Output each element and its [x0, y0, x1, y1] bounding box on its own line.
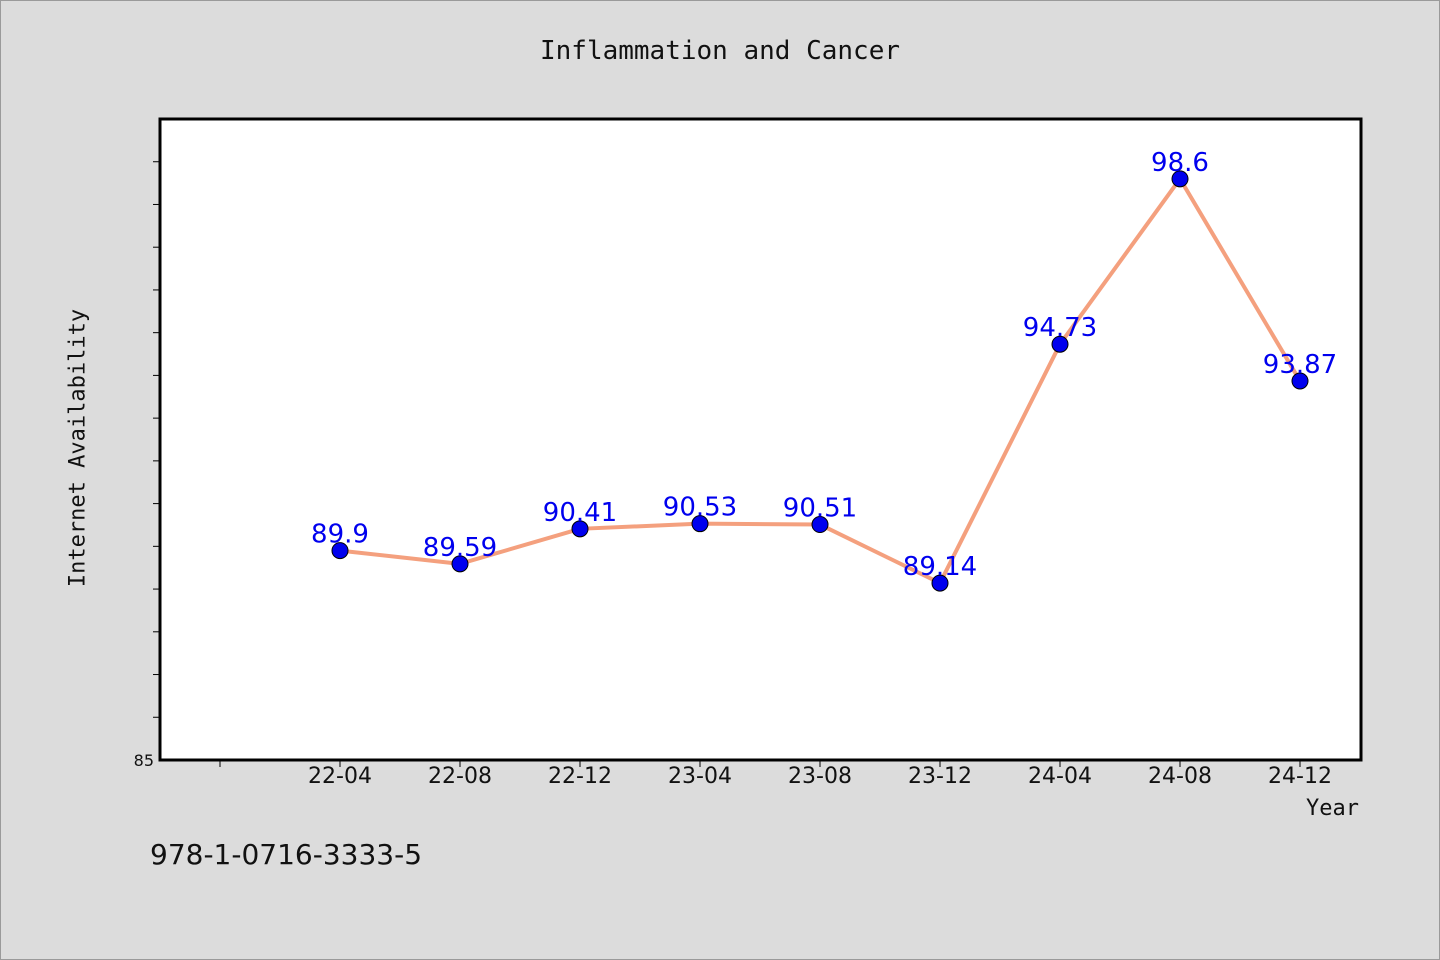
data-labels-group: 89.9 89.59 90.41 90.53 90.51 89.14 94.73 98.6 93…	[311, 148, 1337, 582]
data-label: 90.51	[783, 494, 857, 524]
data-point	[451, 555, 469, 573]
data-point	[331, 542, 349, 560]
chart-title: Inflammation and Cancer	[539, 36, 901, 66]
x-axis-ticks: 22-04 22-08 22-12 23-04 23-08 23-12 24-04 24-08…	[219, 760, 1332, 789]
data-point	[1051, 335, 1069, 353]
data-point	[1171, 170, 1189, 188]
data-point	[811, 516, 829, 534]
data-point	[691, 515, 709, 533]
x-tick-label: 22-04	[308, 764, 372, 789]
y-axis-ticks: 85	[134, 161, 160, 770]
x-tick-label: 22-12	[548, 764, 612, 789]
data-label: 93.87	[1263, 350, 1337, 380]
data-label: 89.59	[423, 533, 497, 563]
data-point	[931, 574, 949, 592]
data-label: 90.53	[663, 493, 737, 523]
data-label: 94.73	[1023, 313, 1097, 343]
x-axis-label: Year	[1306, 796, 1359, 821]
data-label: 98.6	[1151, 148, 1209, 178]
plot-area	[158, 117, 1363, 762]
y-axis-label: Internet Availability	[65, 308, 91, 588]
x-tick-label: 24-12	[1268, 764, 1332, 789]
data-label: 90.41	[543, 498, 617, 528]
x-tick-label: 24-08	[1148, 764, 1212, 789]
x-tick-label: 22-08	[428, 764, 492, 789]
data-point	[1291, 372, 1309, 390]
x-tick-label: 23-04	[668, 764, 732, 789]
x-tick-label: 23-12	[908, 764, 972, 789]
data-label: 89.9	[311, 520, 369, 550]
x-tick-label: 24-04	[1028, 764, 1092, 789]
isbn-footer: 978-1-0716-3333-5	[150, 838, 423, 871]
y-tick-label: 85	[134, 751, 154, 770]
series-group	[331, 170, 1309, 592]
x-tick-label: 23-08	[788, 764, 852, 789]
data-point	[571, 520, 589, 538]
data-label: 89.14	[903, 552, 977, 582]
